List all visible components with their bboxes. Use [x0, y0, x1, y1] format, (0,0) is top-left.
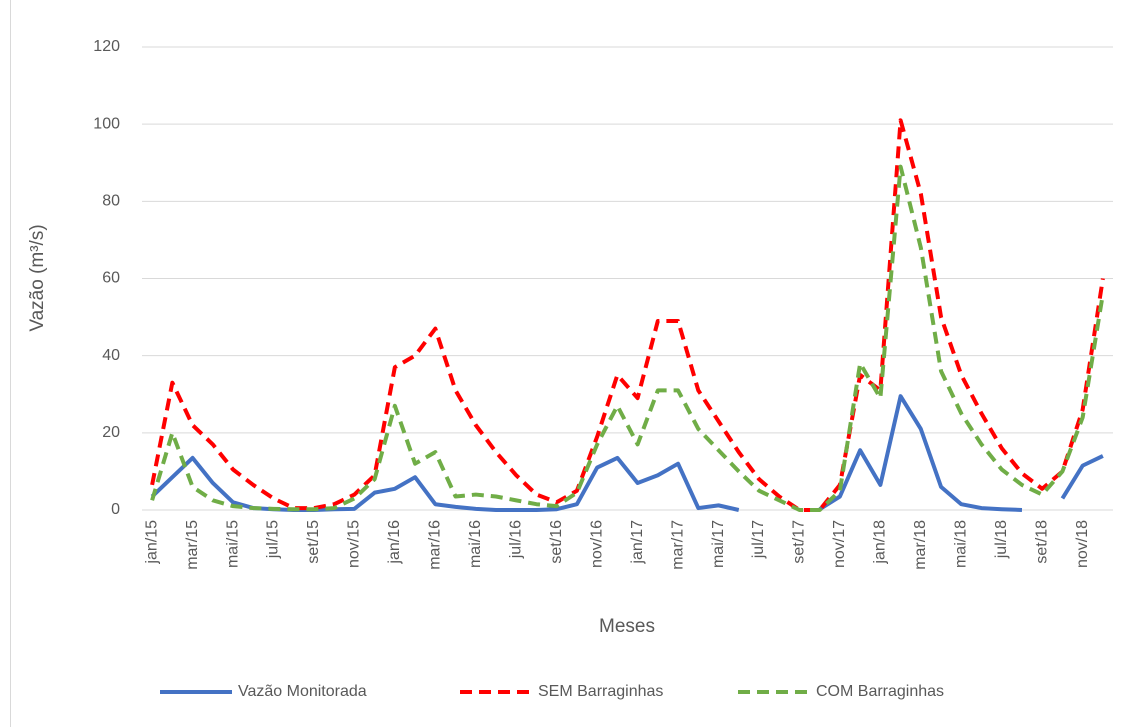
x-axis-label: Meses	[599, 616, 655, 637]
x-tick-label: jul/15	[265, 520, 282, 559]
y-tick-label: 120	[93, 38, 120, 55]
x-tick-label: nov/16	[588, 520, 605, 568]
x-tick-label: mar/16	[427, 520, 444, 570]
x-tick-label: nov/15	[346, 520, 363, 568]
x-tick-label: mai/16	[467, 520, 484, 568]
x-tick-label: mai/18	[953, 520, 970, 568]
x-tick-label: mar/15	[184, 520, 201, 570]
chart-frame	[10, 0, 11, 727]
x-tick-label: jan/16	[386, 520, 403, 565]
x-tick-label: mar/17	[669, 520, 686, 570]
series-line	[150, 118, 1105, 512]
x-tick-label: jul/16	[507, 520, 524, 559]
y-tick-label: 0	[111, 501, 120, 518]
series-line	[150, 164, 1105, 512]
y-tick-label: 40	[102, 347, 120, 364]
y-tick-label: 100	[93, 115, 120, 132]
legend-label: Vazão Monitorada	[238, 683, 367, 700]
x-tick-label: set/16	[548, 520, 565, 564]
x-tick-label: jan/17	[629, 520, 646, 565]
x-tick-label: set/15	[305, 520, 322, 564]
x-tick-label: jan/15	[143, 520, 160, 565]
x-tick-label: mai/17	[710, 520, 727, 568]
x-tick-label: nov/18	[1074, 520, 1091, 568]
y-tick-label: 20	[102, 424, 120, 441]
x-tick-label: mai/15	[224, 520, 241, 568]
y-tick-label: 80	[102, 193, 120, 210]
legend-label: SEM Barraginhas	[538, 683, 663, 700]
x-tick-label: set/17	[791, 520, 808, 564]
x-tick-label: jan/18	[872, 520, 889, 565]
x-tick-label: jul/17	[750, 520, 767, 559]
x-tick-label: nov/17	[831, 520, 848, 568]
y-tick-label: 60	[102, 270, 120, 287]
x-tick-label: jul/18	[993, 520, 1010, 559]
legend-label: COM Barraginhas	[816, 683, 944, 700]
x-tick-label: set/18	[1033, 520, 1050, 564]
y-axis-label: Vazão (m³/s)	[27, 224, 48, 331]
x-tick-label: mar/18	[912, 520, 929, 570]
